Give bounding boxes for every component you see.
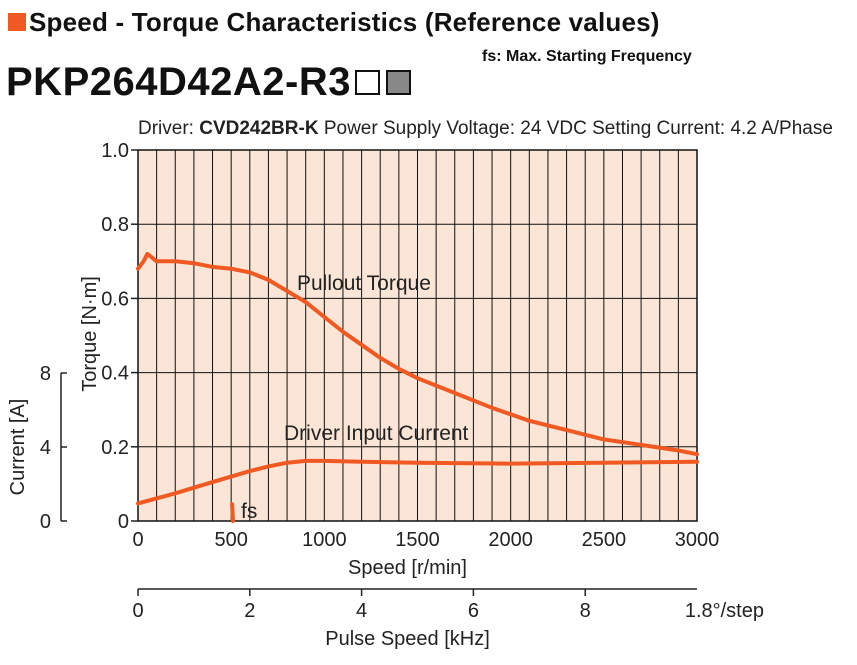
series-lines: [136, 251, 699, 523]
series-pullout-torque-line: [136, 251, 699, 457]
secondary-axes: 0 4 8 0 2 4 6 8: [40, 363, 697, 622]
empty-square-icon: [354, 70, 380, 95]
conditions-line: Driver: CVD242BR-K Power Supply Voltage:…: [138, 118, 833, 140]
x-axis-label: Speed [r/min]: [348, 557, 467, 579]
voltage-text: Power Supply Voltage: 24 VDC: [323, 118, 587, 139]
x-tick-label: 2500: [582, 529, 627, 551]
y-tick-label: 0.2: [101, 437, 129, 459]
filled-square-icon: [385, 70, 411, 95]
y-tick-label: 0.6: [101, 288, 129, 310]
heading-marker-icon: [8, 13, 26, 31]
pulse-tick-label: 2: [244, 600, 255, 622]
y-tick-label: 0: [118, 511, 129, 533]
annotation-label: Driver Input Current: [284, 422, 469, 445]
x-tick-label: 1500: [395, 529, 440, 551]
plot-frame: [137, 149, 698, 522]
grid: [138, 150, 697, 521]
x-tick-label: 2000: [488, 529, 533, 551]
tick-labels: 0 0.2 0.4 0.6 0.8 1.0 0 500 1000 1500 2000 2500 3000: [101, 140, 719, 551]
current-tick-label: 4: [40, 437, 51, 459]
pulse-tick-label: 4: [356, 600, 367, 622]
annotation-label: Pullout Torque: [297, 272, 431, 295]
x2-axis-label: Pulse Speed [kHz]: [325, 628, 490, 650]
pulse-tick-label: 6: [468, 600, 479, 622]
model-name: PKP264D42A2-R3: [6, 60, 351, 104]
driver-model: CVD242BR-K: [199, 118, 319, 139]
series-driver-input-current-line: [136, 458, 699, 506]
x-tick-label: 3000: [675, 529, 720, 551]
y-tick-label: 0.8: [101, 214, 129, 236]
pulse-tick-label: 0: [132, 600, 143, 622]
pulse-tick-label: 8: [580, 600, 591, 622]
annotations: Pullout Torque Driver Input Current fs: [241, 272, 469, 523]
x-tick-label: 0: [132, 529, 143, 551]
y-axis-torque-label: Torque [N·m]: [79, 276, 101, 392]
y-axis-current-label: Current [A]: [7, 399, 29, 496]
annotation-label: fs: [241, 500, 257, 523]
current-tick-label: 0: [40, 511, 51, 533]
step-angle-note: 1.8°/step: [685, 600, 764, 622]
chart-heading: Speed - Torque Characteristics (Referenc…: [8, 4, 660, 40]
model-row: PKP264D42A2-R3: [6, 60, 411, 105]
driver-label: Driver:: [138, 118, 194, 139]
current-tick-label: 8: [40, 363, 51, 385]
x-tick-label: 500: [214, 529, 247, 551]
fs-note: fs: Max. Starting Frequency: [482, 48, 692, 65]
y-tick-label: 1.0: [101, 140, 129, 162]
x-tick-label: 1000: [302, 529, 347, 551]
y-tick-label: 0.4: [101, 363, 129, 385]
series-fs-line: [230, 502, 235, 523]
current-setting-text: Setting Current: 4.2 A/Phase: [592, 118, 833, 139]
heading-text: Speed - Torque Characteristics (Referenc…: [29, 6, 660, 37]
